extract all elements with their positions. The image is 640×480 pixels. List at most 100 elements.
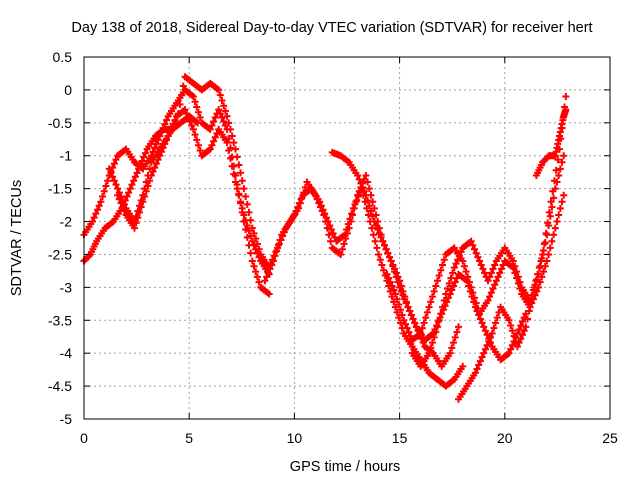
data-point <box>399 287 407 295</box>
data-point <box>362 191 370 199</box>
data-point <box>194 141 202 149</box>
data-point <box>233 153 241 161</box>
data-point <box>527 299 535 307</box>
data-point <box>515 325 523 333</box>
data-point <box>490 324 498 332</box>
data-point <box>432 282 440 290</box>
y-tick-label: -4.5 <box>48 378 72 394</box>
data-point <box>109 173 117 181</box>
data-point <box>357 179 365 187</box>
data-point <box>206 145 214 153</box>
data-point <box>146 177 154 185</box>
data-point <box>428 293 436 301</box>
data-point <box>92 210 100 218</box>
axis-ticks <box>83 56 611 420</box>
data-point <box>100 187 108 195</box>
data-point <box>556 165 564 173</box>
data-point <box>388 282 396 290</box>
data-point <box>157 148 165 156</box>
data-point <box>486 293 494 301</box>
data-point <box>510 332 518 340</box>
data-point <box>433 277 441 285</box>
data-point <box>90 214 98 222</box>
data-point <box>375 229 383 237</box>
data-point <box>329 229 337 237</box>
data-point <box>508 341 516 349</box>
data-point <box>440 256 448 264</box>
x-tick-label: 10 <box>287 430 303 446</box>
data-point <box>393 295 401 303</box>
data-point <box>372 221 380 229</box>
data-point <box>188 121 196 129</box>
data-point <box>440 297 448 305</box>
data-point <box>242 193 250 201</box>
data-point <box>542 229 550 237</box>
data-point <box>230 139 238 147</box>
data-point <box>265 290 273 298</box>
data-point <box>243 221 251 229</box>
data-point <box>276 236 284 244</box>
data-point <box>342 235 350 243</box>
data-point <box>442 290 450 298</box>
data-point <box>550 194 558 202</box>
data-point <box>547 198 555 206</box>
data-point <box>109 164 117 172</box>
data-point <box>430 287 438 295</box>
data-point <box>556 204 564 212</box>
data-point <box>487 269 495 277</box>
x-tick-label: 25 <box>602 430 618 446</box>
data-point <box>313 195 321 203</box>
data-point <box>562 92 570 100</box>
data-point <box>418 324 426 332</box>
data-point <box>208 121 216 129</box>
data-point <box>554 156 562 164</box>
data-point <box>380 241 388 249</box>
data-point <box>107 169 115 177</box>
data-point <box>179 82 187 90</box>
data-point <box>115 195 123 203</box>
series-marks <box>408 152 568 370</box>
data-point <box>552 166 560 174</box>
data-point <box>196 114 204 122</box>
data-point <box>437 266 445 274</box>
series-marks <box>383 191 568 344</box>
data-point <box>237 198 245 206</box>
data-point <box>223 139 231 147</box>
data-point <box>370 231 378 239</box>
data-point <box>406 307 414 315</box>
data-point <box>362 171 370 179</box>
data-point <box>520 314 528 322</box>
data-point <box>118 204 126 212</box>
data-point <box>516 278 524 286</box>
data-point <box>112 181 120 189</box>
data-point <box>488 329 496 337</box>
data-point <box>136 161 144 169</box>
data-point <box>444 294 452 302</box>
data-point <box>471 294 479 302</box>
data-point <box>480 323 488 331</box>
data-point <box>327 225 335 233</box>
data-point <box>114 191 122 199</box>
data-point <box>451 333 459 341</box>
data-point <box>405 328 413 336</box>
data-point <box>378 261 386 269</box>
data-point <box>513 268 521 276</box>
y-tick-label: -3 <box>60 279 73 295</box>
data-point <box>354 191 362 199</box>
data-point <box>514 273 522 281</box>
data-point <box>238 204 246 212</box>
data-point <box>85 252 93 260</box>
data-point <box>537 257 545 265</box>
data-point <box>350 204 358 212</box>
data-point <box>263 273 271 281</box>
data-point <box>391 290 399 298</box>
data-point <box>178 91 186 99</box>
data-point <box>133 169 141 177</box>
data-point <box>409 315 417 323</box>
data-point <box>364 211 372 219</box>
data-point <box>323 224 331 232</box>
data-point <box>437 310 445 318</box>
data-point <box>245 227 253 235</box>
data-point <box>551 224 559 232</box>
data-point <box>534 270 542 278</box>
